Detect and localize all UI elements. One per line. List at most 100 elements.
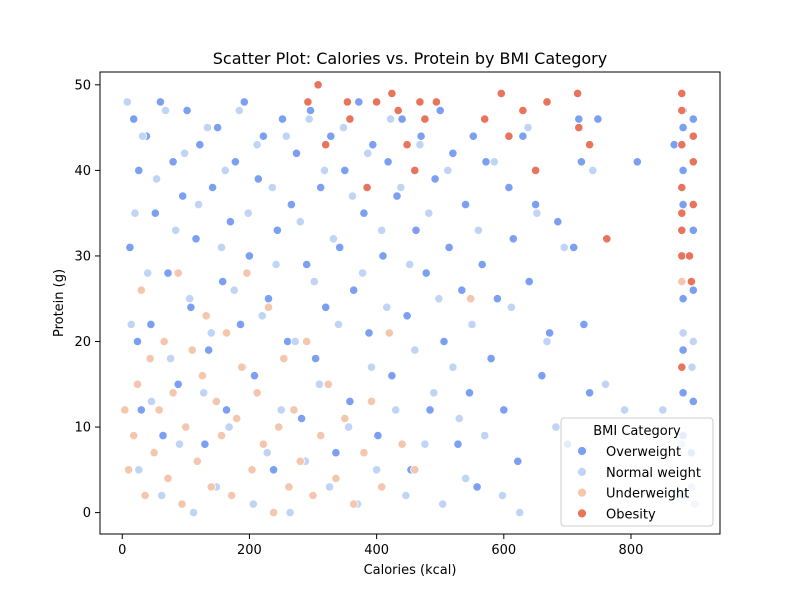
point-obesity bbox=[496, 88, 506, 99]
point-overweight bbox=[688, 396, 698, 406]
point-obesity bbox=[572, 88, 583, 99]
point-normal-weight bbox=[401, 490, 411, 501]
point-normal-weight bbox=[619, 405, 630, 415]
point-overweight bbox=[678, 345, 688, 355]
point-normal-weight bbox=[157, 490, 167, 501]
point-overweight bbox=[444, 242, 454, 252]
point-overweight bbox=[402, 311, 412, 321]
point-normal-weight bbox=[542, 336, 552, 347]
point-normal-weight bbox=[290, 336, 300, 347]
point-overweight bbox=[688, 114, 698, 124]
series-overweight bbox=[125, 97, 698, 501]
x-axis-ticks: 0 200 400 600 800 bbox=[118, 534, 643, 558]
point-underweight bbox=[154, 405, 164, 415]
point-obesity bbox=[321, 140, 331, 150]
point-overweight bbox=[439, 336, 449, 347]
y-tick-label: 0 bbox=[83, 506, 91, 521]
point-overweight bbox=[359, 208, 369, 218]
point-normal-weight bbox=[678, 328, 688, 338]
point-normal-weight bbox=[438, 499, 448, 509]
point-obesity bbox=[677, 140, 687, 150]
point-normal-weight bbox=[122, 97, 132, 107]
point-underweight bbox=[136, 285, 146, 295]
point-overweight bbox=[244, 251, 254, 261]
point-normal-weight bbox=[448, 362, 458, 372]
point-underweight bbox=[149, 448, 159, 458]
point-overweight bbox=[178, 191, 188, 201]
point-overweight bbox=[335, 242, 345, 252]
point-underweight bbox=[384, 328, 394, 338]
point-underweight bbox=[466, 294, 476, 304]
point-normal-weight bbox=[687, 362, 697, 372]
point-overweight bbox=[688, 285, 698, 295]
point-underweight bbox=[159, 336, 169, 347]
point-normal-weight bbox=[234, 105, 244, 116]
point-normal-weight bbox=[551, 422, 561, 432]
point-overweight bbox=[632, 157, 642, 167]
point-normal-weight bbox=[559, 242, 569, 252]
point-normal-weight bbox=[295, 217, 305, 227]
point-overweight bbox=[340, 165, 350, 175]
point-overweight bbox=[316, 182, 326, 193]
point-overweight bbox=[486, 353, 496, 364]
point-underweight bbox=[140, 490, 150, 501]
point-overweight bbox=[310, 353, 321, 364]
point-normal-weight bbox=[443, 165, 453, 175]
point-normal-weight bbox=[257, 311, 267, 321]
point-obesity bbox=[542, 97, 552, 107]
point-overweight bbox=[518, 131, 528, 141]
point-normal-weight bbox=[429, 388, 439, 398]
point-underweight bbox=[168, 388, 178, 398]
point-obesity bbox=[677, 362, 687, 372]
point-underweight bbox=[410, 465, 420, 475]
point-normal-weight bbox=[366, 362, 377, 372]
point-overweight bbox=[504, 182, 514, 193]
point-normal-weight bbox=[152, 174, 162, 184]
point-normal-weight bbox=[229, 285, 239, 295]
legend-marker-overweight bbox=[577, 446, 587, 456]
point-obesity bbox=[387, 88, 397, 99]
point-overweight bbox=[460, 200, 471, 210]
point-obesity bbox=[602, 234, 612, 244]
point-obesity bbox=[371, 97, 382, 107]
point-underweight bbox=[359, 448, 369, 458]
point-overweight bbox=[326, 131, 336, 141]
point-underweight bbox=[397, 439, 407, 449]
point-normal-weight bbox=[224, 422, 234, 432]
point-overweight bbox=[331, 448, 341, 458]
point-normal-weight bbox=[243, 208, 253, 218]
point-normal-weight bbox=[138, 131, 148, 141]
point-underweight bbox=[132, 379, 143, 389]
point-overweight bbox=[218, 276, 228, 287]
point-normal-weight bbox=[281, 131, 291, 141]
point-normal-weight bbox=[174, 439, 185, 449]
point-underweight bbox=[349, 499, 359, 509]
point-normal-weight bbox=[600, 379, 611, 389]
point-normal-weight bbox=[688, 336, 698, 347]
point-obesity bbox=[677, 88, 687, 99]
point-underweight bbox=[120, 405, 130, 415]
point-overweight bbox=[186, 302, 196, 312]
point-normal-weight bbox=[271, 259, 281, 270]
point-overweight bbox=[430, 174, 440, 184]
point-normal-weight bbox=[396, 182, 406, 193]
point-normal-weight bbox=[252, 140, 262, 150]
x-tick-label: 400 bbox=[364, 543, 389, 558]
point-overweight bbox=[378, 251, 388, 261]
point-normal-weight bbox=[267, 182, 277, 193]
point-overweight bbox=[472, 482, 482, 492]
point-underweight bbox=[295, 456, 305, 466]
point-overweight bbox=[282, 336, 293, 347]
point-normal-weight bbox=[424, 208, 434, 218]
point-overweight bbox=[268, 465, 279, 475]
point-overweight bbox=[584, 388, 595, 398]
point-underweight bbox=[163, 473, 173, 483]
point-obesity bbox=[584, 140, 595, 150]
point-obesity bbox=[402, 140, 412, 150]
x-tick-label: 800 bbox=[619, 543, 644, 558]
point-normal-weight bbox=[391, 405, 401, 415]
x-tick-label: 0 bbox=[118, 543, 126, 558]
point-normal-weight bbox=[130, 208, 140, 218]
point-normal-weight bbox=[166, 353, 176, 364]
